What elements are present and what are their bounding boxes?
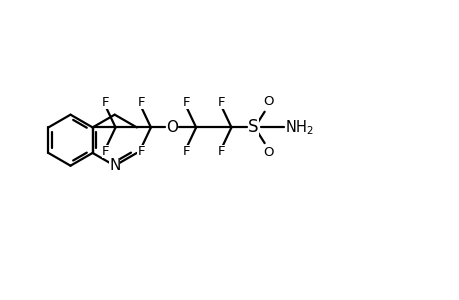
Text: O: O [166, 120, 178, 135]
Text: O: O [262, 95, 273, 108]
Text: O: O [262, 146, 273, 159]
Text: F: F [137, 96, 145, 110]
Text: F: F [218, 146, 225, 158]
Text: N: N [109, 158, 120, 173]
Text: F: F [102, 96, 109, 110]
Text: F: F [218, 96, 225, 110]
Text: F: F [102, 146, 109, 158]
Text: F: F [182, 96, 190, 110]
Text: F: F [182, 146, 190, 158]
Text: NH$_2$: NH$_2$ [284, 118, 313, 137]
Text: F: F [137, 146, 145, 158]
Text: S: S [247, 118, 258, 136]
